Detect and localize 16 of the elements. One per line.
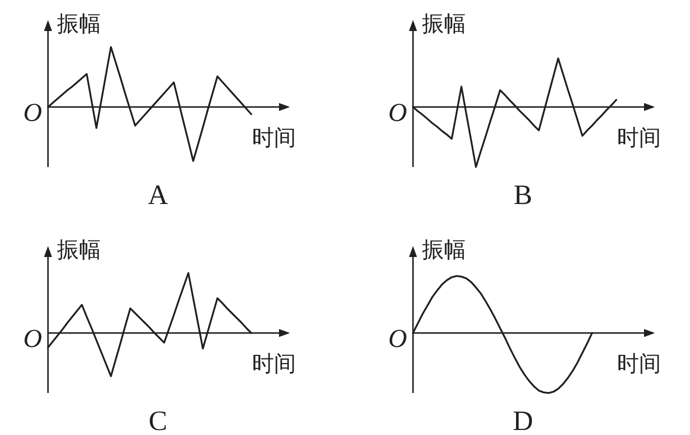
text: O: [388, 324, 408, 353]
text: O: [23, 324, 42, 353]
text: O: [388, 98, 408, 127]
y-axis-title: 振幅: [422, 237, 466, 262]
text: O: [23, 98, 42, 127]
y-axis-title: 振幅: [57, 237, 101, 262]
y-axis-title: 振幅: [422, 11, 466, 36]
text: A: [148, 180, 169, 211]
x-axis-title: 时间: [252, 125, 296, 150]
x-axis-title: 时间: [617, 351, 661, 376]
text: D: [512, 406, 534, 435]
x-axis-title: 时间: [252, 351, 296, 376]
x-axis-title: 时间: [617, 125, 661, 150]
text: C: [148, 406, 168, 435]
text: B: [514, 180, 532, 211]
y-axis-title: 振幅: [57, 11, 101, 36]
